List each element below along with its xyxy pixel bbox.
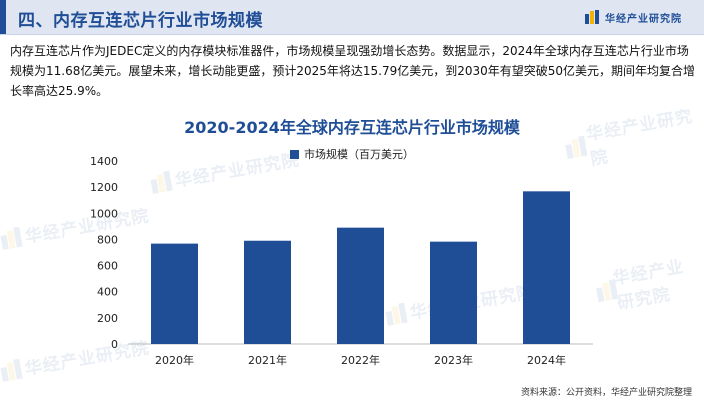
bars xyxy=(151,191,570,344)
description-paragraph: 内存互连芯片作为JEDEC定义的内存模块标准器件，市场规模呈现强劲增长态势。数据… xyxy=(10,44,696,98)
source-note: 资料来源：公开资料，华经产业研究院整理 xyxy=(520,388,692,398)
y-tick-label: 400 xyxy=(97,286,118,299)
brand-name: 华经产业研究院 xyxy=(605,13,682,25)
bar xyxy=(523,191,570,344)
x-tick-label: 2020年 xyxy=(155,353,194,367)
y-tick-label: 600 xyxy=(97,260,118,273)
x-tick-label: 2024年 xyxy=(527,353,566,367)
chart-legend: 市场规模（百万美元） xyxy=(0,146,704,162)
x-tick-label: 2021年 xyxy=(248,353,287,367)
bar xyxy=(244,240,291,344)
y-tick-label: 1200 xyxy=(90,181,118,194)
legend-label: 市场规模（百万美元） xyxy=(304,148,414,161)
x-tick-label: 2022年 xyxy=(341,353,380,367)
y-tick-label: 200 xyxy=(97,312,118,325)
y-tick-label: 1400 xyxy=(90,155,118,168)
y-tick-label: 800 xyxy=(97,233,118,246)
y-axis: 0 200 400 600 800 1000 1200 1400 xyxy=(90,155,593,351)
page-title: 四、内存互连芯片行业市场规模 xyxy=(18,11,263,31)
bar xyxy=(337,227,384,344)
brand: 华经产业研究院 xyxy=(585,10,682,25)
bar xyxy=(430,241,477,344)
x-axis: 2020年 2021年 2022年 2023年 2024年 xyxy=(155,353,566,367)
section-header: 四、内存互连芯片行业市场规模 华经产业研究院 xyxy=(0,0,704,35)
legend-swatch xyxy=(290,149,299,159)
chart-title: 2020-2024年全球内存互连芯片行业市场规模 xyxy=(184,118,520,137)
y-tick-label: 0 xyxy=(111,338,118,351)
y-tick-label: 1000 xyxy=(90,207,118,220)
x-tick-label: 2023年 xyxy=(434,353,473,367)
header-accent-bar xyxy=(0,0,6,34)
bar xyxy=(151,243,198,344)
brand-logo-icon xyxy=(585,10,599,24)
